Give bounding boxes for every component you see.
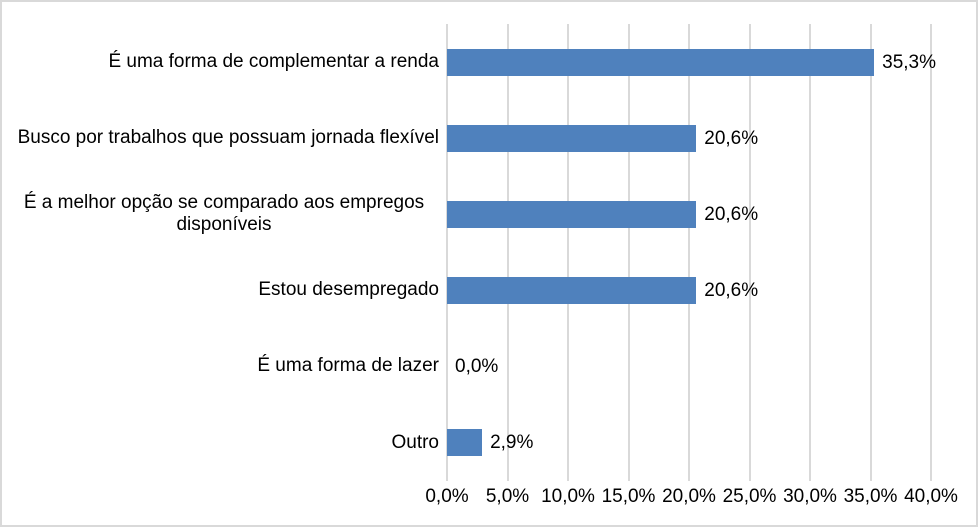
gridline bbox=[567, 24, 569, 481]
gridline bbox=[809, 24, 811, 481]
category-label: É uma forma de complementar a renda bbox=[108, 50, 439, 72]
category-label: Outro bbox=[391, 431, 439, 453]
x-tick-label: 0,0% bbox=[425, 486, 469, 507]
data-label: 0,0% bbox=[455, 356, 499, 378]
data-label: 20,6% bbox=[704, 127, 759, 149]
x-tick-label: 15,0% bbox=[601, 486, 656, 507]
bar-row: 0,0% bbox=[447, 329, 931, 405]
gridline bbox=[748, 24, 751, 481]
category-axis-labels: É uma forma de complementar a renda Busco… bbox=[2, 24, 447, 481]
bar bbox=[447, 48, 875, 76]
category-label-cell: Busco por trabalhos que possuam jornada … bbox=[2, 100, 439, 176]
gridline bbox=[627, 24, 630, 481]
x-tick-label: 10,0% bbox=[541, 486, 595, 507]
x-tick-label: 30,0% bbox=[783, 486, 837, 507]
bar bbox=[447, 429, 483, 457]
bar bbox=[447, 124, 697, 152]
plot-area: 35,3% 20,6% 20,6% 20,6% 0,0% 2,9% bbox=[446, 24, 936, 481]
category-label: É uma forma de lazer bbox=[257, 355, 439, 377]
bar-row: 20,6% bbox=[447, 100, 931, 176]
bar-row: 2,9% bbox=[447, 405, 931, 481]
x-tick-label: 40,0% bbox=[904, 486, 958, 507]
bar bbox=[447, 200, 697, 228]
category-label-cell: Outro bbox=[2, 405, 439, 481]
data-label: 2,9% bbox=[490, 432, 534, 454]
category-label: Estou desempregado bbox=[258, 279, 439, 301]
x-tick-label: 20,0% bbox=[662, 486, 716, 507]
category-label-cell: É a melhor opção se comparado aos empreg… bbox=[2, 176, 439, 252]
category-label: É a melhor opção se comparado aos empreg… bbox=[23, 191, 425, 236]
data-label: 20,6% bbox=[704, 280, 759, 302]
x-tick-label: 5,0% bbox=[485, 486, 530, 507]
x-tick-label: 35,0% bbox=[843, 486, 898, 507]
bar-series: 35,3% 20,6% 20,6% 20,6% 0,0% 2,9% bbox=[447, 24, 936, 481]
gridline bbox=[930, 24, 932, 481]
x-tick-label: 25,0% bbox=[722, 486, 777, 507]
category-label: Busco por trabalhos que possuam jornada … bbox=[17, 126, 439, 148]
gridline bbox=[688, 24, 690, 481]
bar bbox=[447, 277, 697, 305]
category-label-cell: Estou desempregado bbox=[2, 253, 439, 329]
bar-row: 35,3% bbox=[447, 24, 936, 100]
gridline bbox=[869, 24, 872, 481]
bar-row: 20,6% bbox=[447, 253, 931, 329]
bar-row: 20,6% bbox=[447, 176, 931, 252]
gridline bbox=[506, 24, 509, 481]
data-label: 35,3% bbox=[882, 51, 936, 73]
category-label-cell: É uma forma de lazer bbox=[2, 329, 439, 405]
value-axis-labels: 0,0% 5,0% 10,0% 15,0% 20,0% 25,0% 30,0% 35,0% 40… bbox=[425, 486, 958, 513]
data-label: 20,6% bbox=[704, 203, 759, 225]
gridline bbox=[446, 24, 448, 481]
category-label-cell: É uma forma de complementar a renda bbox=[2, 24, 439, 100]
